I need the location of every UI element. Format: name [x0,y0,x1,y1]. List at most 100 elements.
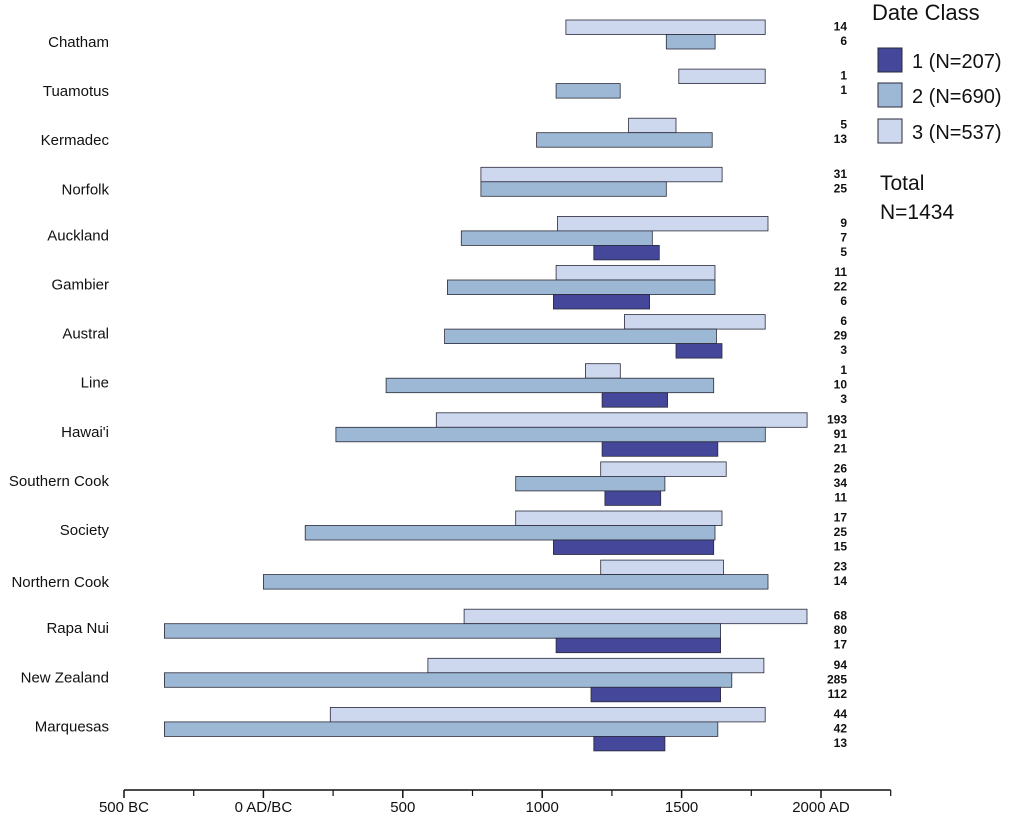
group-auckland: Auckland 975 [47,215,847,261]
bar-new-zealand-class-2 [163,672,733,688]
x-tick-label-0-ad-bc: 0 AD/BC [235,799,293,816]
count-label-norfolk-class-2: 25 [834,181,848,195]
bar-auckland-class-3 [557,215,769,232]
bar-hawai-i-class-1 [601,441,719,457]
island-label-hawai-i: Hawai'i [61,424,109,441]
count-label-line-class-3: 1 [840,363,847,377]
legend-swatch-class-2 [877,82,903,108]
bar-hawai-i-class-2 [335,426,766,443]
bar-gambier-class-1 [553,294,651,310]
bar-line-class-2 [385,377,715,394]
legend-label-class-2: 2 (N=690) [912,86,1002,108]
bar-norfolk-class-2 [480,181,667,197]
island-label-new-zealand: New Zealand [21,669,109,686]
bar-southern-cook-class-3 [600,461,727,477]
bar-kermadec-class-3 [628,117,677,134]
total-label: Total [880,172,924,195]
count-label-gambier-class-1: 6 [840,294,847,308]
bar-austral-class-3 [624,314,766,330]
x-axis: 500 BC 0 AD/BC 500 1000 1500 2000 AD [99,789,892,816]
bar-rapa-nui-class-1 [555,637,721,654]
island-label-line: Line [81,375,109,392]
bar-hawai-i-class-3 [435,412,808,428]
island-label-gambier: Gambier [51,277,109,294]
island-label-austral: Austral [62,326,109,343]
bar-marquesas-class-2 [163,721,719,737]
group-tuamotus: Tuamotus 11 [43,69,847,101]
count-label-austral-class-1: 3 [840,343,847,357]
bar-tuamotus-class-2 [555,83,621,99]
count-label-gambier-class-3: 11 [834,265,847,279]
count-label-tuamotus-class-3: 1 [840,69,847,83]
count-label-new-zealand-class-2: 285 [827,672,847,686]
count-label-kermadec-class-3: 5 [840,118,847,132]
bar-northern-cook-class-2 [262,574,769,590]
bar-auckland-class-2 [460,230,653,246]
total-value: N=1434 [880,201,954,224]
bar-new-zealand-class-3 [427,657,765,674]
count-label-new-zealand-class-1: 112 [828,687,848,701]
count-label-auckland-class-3: 9 [840,216,847,230]
bar-tuamotus-class-3 [678,68,766,84]
group-kermadec: Kermadec 513 [41,118,848,150]
island-label-kermadec: Kermadec [41,132,110,149]
x-tick-label-2000-ad: 2000 AD [792,799,850,816]
bars-layer: Chatham146Tuamotus11Kermadec513Norfolk31… [9,20,848,752]
count-label-marquesas-class-3: 44 [834,707,848,721]
bar-rapa-nui-class-2 [163,623,722,639]
count-label-marquesas-class-2: 42 [834,721,848,735]
legend: Date Class 1 (N=207) 2 (N=690) 3 (N=537)… [872,0,1002,224]
bar-chatham-class-2 [665,34,716,50]
count-label-hawai-i-class-2: 91 [834,427,848,441]
legend-label-class-3: 3 (N=537) [912,122,1002,144]
x-tick-label-500: 500 [390,799,415,816]
count-label-rapa-nui-class-2: 80 [834,623,848,637]
bar-line-class-1 [601,392,668,408]
count-label-hawai-i-class-1: 21 [834,441,848,455]
count-label-auckland-class-2: 7 [840,230,847,244]
bar-marquesas-class-1 [593,736,666,752]
bar-marquesas-class-3 [329,707,766,723]
bar-southern-cook-class-1 [604,490,662,506]
bar-southern-cook-class-2 [515,475,666,492]
island-label-northern-cook: Northern Cook [11,574,109,591]
legend-label-class-1: 1 (N=207) [912,51,1002,73]
count-label-southern-cook-class-2: 34 [834,476,848,490]
bar-society-class-3 [515,510,723,526]
bar-gambier-class-3 [555,265,716,281]
count-label-chatham-class-3: 14 [834,20,848,34]
island-label-tuamotus: Tuamotus [43,83,109,100]
island-label-norfolk: Norfolk [61,181,109,198]
count-label-northern-cook-class-3: 23 [834,560,848,574]
count-label-tuamotus-class-2: 1 [840,83,847,97]
count-label-auckland-class-1: 5 [840,245,847,259]
count-label-southern-cook-class-1: 11 [834,490,847,504]
island-label-society: Society [60,522,110,539]
count-label-southern-cook-class-3: 26 [834,461,848,475]
island-label-southern-cook: Southern Cook [9,473,110,490]
count-label-hawai-i-class-3: 193 [827,412,847,426]
x-tick-label-1500: 1500 [665,799,698,816]
legend-swatch-class-3 [877,118,903,144]
bar-society-class-2 [304,525,716,541]
x-tick-label-500-bc: 500 BC [99,799,149,816]
bar-austral-class-1 [675,343,723,359]
count-label-kermadec-class-2: 13 [834,132,848,146]
count-label-new-zealand-class-3: 94 [834,658,848,672]
island-label-marquesas: Marquesas [35,718,109,735]
count-label-norfolk-class-3: 31 [834,167,848,181]
bar-norfolk-class-3 [480,166,723,183]
bar-new-zealand-class-1 [590,686,722,703]
bar-northern-cook-class-3 [600,559,724,575]
island-label-rapa-nui: Rapa Nui [46,620,109,637]
group-chatham: Chatham 146 [48,20,847,52]
bar-line-class-3 [585,363,621,379]
